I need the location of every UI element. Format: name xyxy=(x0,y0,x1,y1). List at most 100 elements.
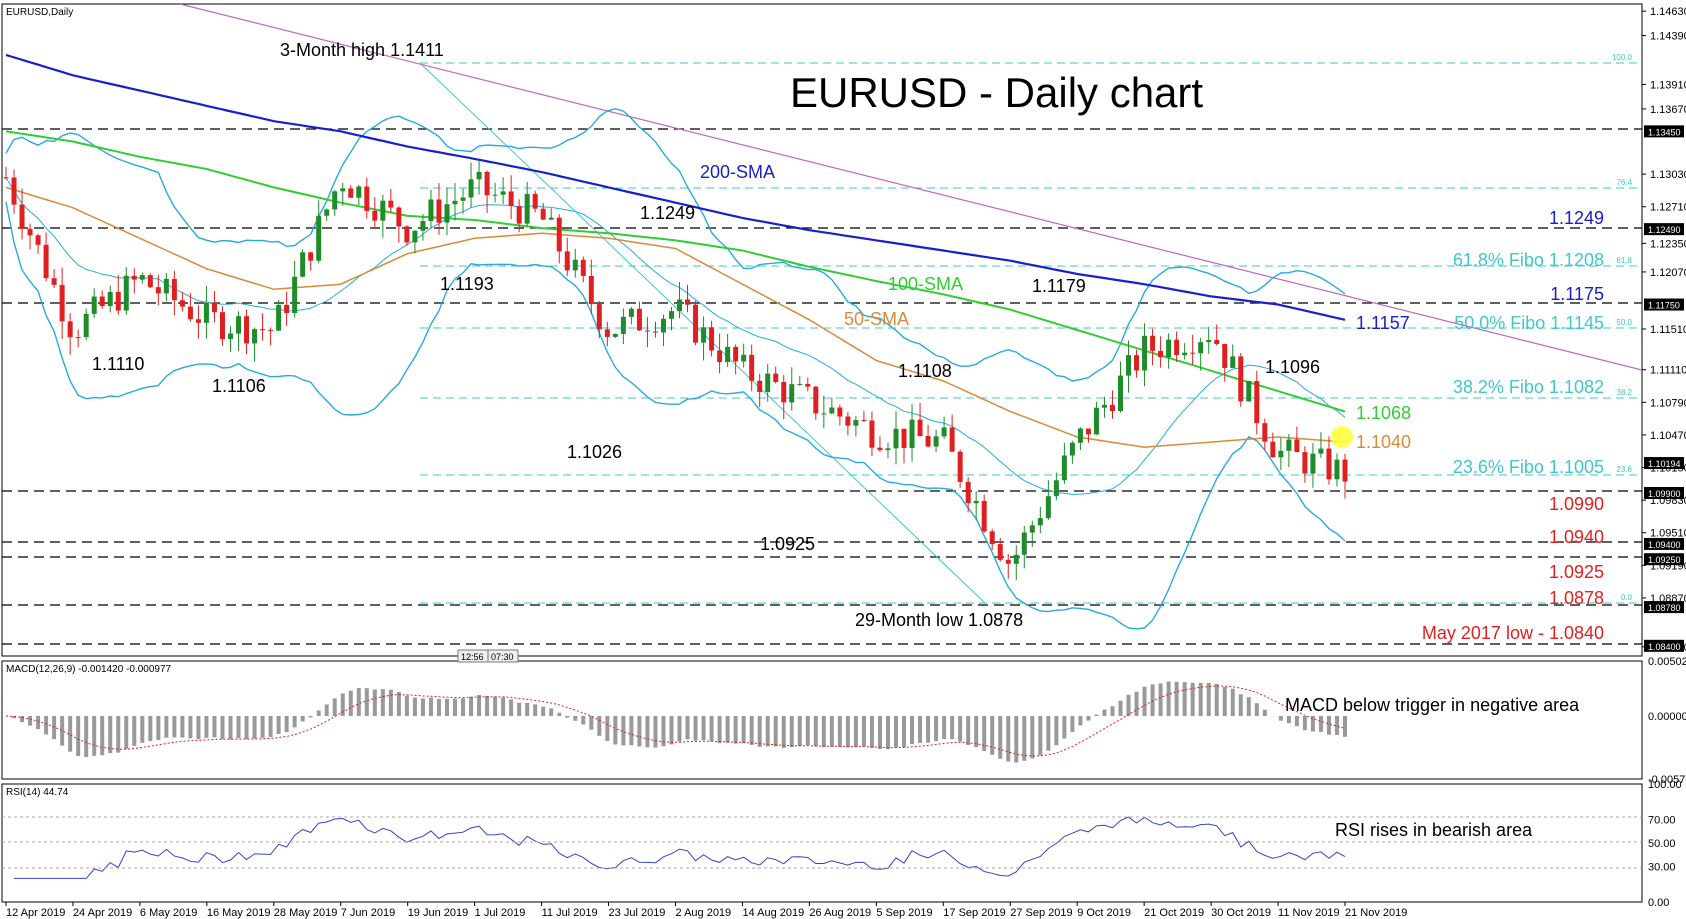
macd-histogram-bar xyxy=(12,715,17,719)
price-tick-label: 1.12070 xyxy=(1650,267,1686,279)
candle-body xyxy=(813,386,819,414)
rsi-tick-label: 30.00 xyxy=(1648,862,1676,874)
candle-body xyxy=(765,373,771,393)
candle-body xyxy=(685,299,691,305)
macd-histogram-bar xyxy=(533,704,538,716)
price-tag-label: 1.11750 xyxy=(1648,301,1680,311)
candle-body xyxy=(436,199,442,223)
candle-body xyxy=(1190,352,1196,354)
macd-histogram-bar xyxy=(733,715,738,744)
macd-histogram-bar xyxy=(942,715,947,740)
macd-histogram-bar xyxy=(773,715,778,747)
candle-body xyxy=(316,215,322,261)
macd-histogram-bar xyxy=(148,715,153,742)
annot-3m-high: 3-Month high 1.1411 xyxy=(280,40,444,60)
candle-body xyxy=(340,188,346,192)
macd-histogram-bar xyxy=(1198,682,1203,716)
candle-body xyxy=(404,226,410,243)
candle-body xyxy=(187,306,193,320)
candle-body xyxy=(1182,352,1188,356)
macd-histogram-bar xyxy=(428,697,433,716)
macd-histogram-bar xyxy=(541,706,546,716)
candle-body xyxy=(139,275,145,280)
candle-body xyxy=(1326,448,1332,480)
candle-body xyxy=(540,208,546,220)
price-tick-label: 1.13670 xyxy=(1650,104,1686,116)
annot-100sma: 100-SMA xyxy=(888,274,963,294)
candle-body xyxy=(460,197,466,201)
macd-histogram-bar xyxy=(725,715,730,743)
horizontal-levels xyxy=(2,4,1642,645)
candle-body xyxy=(845,416,851,426)
macd-histogram-bar xyxy=(76,715,81,757)
macd-histogram-bar xyxy=(324,704,329,716)
bollinger-lower xyxy=(5,201,1346,630)
macd-histogram-bar xyxy=(629,715,634,746)
annot-1096: 1.1096 xyxy=(1265,357,1320,377)
candle-body xyxy=(260,329,266,331)
annot-1110: 1.1110 xyxy=(92,354,144,374)
candle-body xyxy=(877,447,883,451)
candle-body xyxy=(171,278,177,301)
candle-body xyxy=(396,207,402,227)
price-tick-label: 1.12350 xyxy=(1650,238,1686,250)
candle-body xyxy=(668,311,674,319)
macd-histogram-bar xyxy=(877,715,882,749)
macd-histogram-bar xyxy=(1134,691,1139,716)
candle-body xyxy=(67,321,73,338)
annot-r1040: 1.1040 xyxy=(1356,432,1411,452)
candle-body xyxy=(195,319,201,323)
bollinger-upper xyxy=(5,108,1346,382)
candle-body xyxy=(364,186,370,211)
macd-histogram-bar xyxy=(1118,700,1123,716)
candle-body xyxy=(372,210,378,221)
annot-1193: 1.1193 xyxy=(440,274,494,294)
candle-body xyxy=(203,302,209,323)
candle-body xyxy=(1134,355,1140,371)
rsi-tick-label: 50.00 xyxy=(1648,838,1676,850)
macd-histogram-bar xyxy=(1343,715,1347,737)
macd-histogram-bar xyxy=(910,715,915,745)
sma-line-50-sma xyxy=(5,186,1346,448)
candle-body xyxy=(821,413,827,415)
macd-histogram-bar xyxy=(1102,709,1107,716)
candle-body xyxy=(292,276,298,314)
macd-histogram-bar xyxy=(885,715,890,750)
price-tag-label: 1.13450 xyxy=(1648,127,1681,137)
macd-histogram-bar xyxy=(332,698,337,716)
time-markers: 12:56 07:30 xyxy=(457,649,519,663)
macd-histogram-bar xyxy=(260,715,265,738)
time-tick-label: 17 Sep 2019 xyxy=(943,907,1005,919)
macd-histogram-bar xyxy=(509,699,514,716)
price-tag-box xyxy=(1644,457,1684,470)
candle-body xyxy=(3,177,9,179)
macd-histogram-bar xyxy=(1310,715,1315,732)
candle-body xyxy=(1085,428,1091,435)
macd-histogram-bar xyxy=(1150,684,1155,716)
time-tick-label: 16 May 2019 xyxy=(207,907,271,919)
macd-histogram-bar xyxy=(950,715,955,740)
price-tick-label: 1.13030 xyxy=(1650,169,1686,181)
time-tick-label: 30 Oct 2019 xyxy=(1211,907,1271,919)
time-tick-label: 14 Aug 2019 xyxy=(742,907,804,919)
candle-body xyxy=(564,251,570,271)
rsi-line xyxy=(14,816,1346,879)
macd-histogram-bar xyxy=(1110,706,1115,716)
annot-29m-low: 29-Month low 1.0878 xyxy=(855,610,1023,630)
macd-histogram-bar xyxy=(1142,686,1147,716)
macd-histogram-bar xyxy=(36,715,41,730)
candle-body xyxy=(219,312,225,340)
candle-body xyxy=(580,259,586,276)
time-tick-label: 1 Jul 2019 xyxy=(475,907,526,919)
macd-histogram-bar xyxy=(284,715,289,733)
time-marker: 07:30 xyxy=(491,652,514,662)
macd-histogram-bar xyxy=(461,698,466,716)
macd-histogram-bar xyxy=(1190,682,1195,716)
candle-body xyxy=(83,313,89,338)
macd-histogram-bar xyxy=(653,715,658,748)
macd-histogram-bar xyxy=(1206,683,1211,716)
macd-histogram-bar xyxy=(60,715,65,746)
macd-indicator xyxy=(5,681,1347,763)
candle-body xyxy=(268,329,274,331)
price-tag-box xyxy=(1644,487,1684,499)
